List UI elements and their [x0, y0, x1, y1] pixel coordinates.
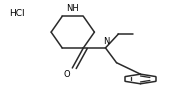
Text: HCl: HCl	[9, 9, 24, 18]
Text: O: O	[63, 70, 70, 79]
Text: N: N	[103, 37, 109, 46]
Text: NH: NH	[66, 4, 79, 12]
